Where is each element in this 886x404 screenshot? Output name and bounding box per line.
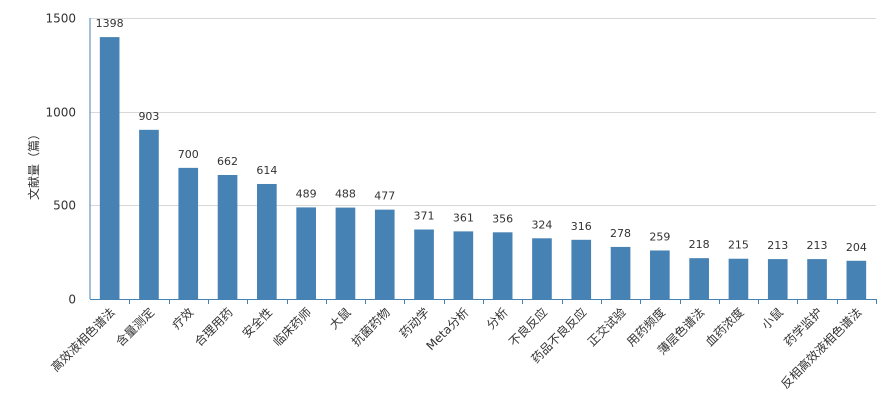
data-label: 215 [728, 239, 749, 252]
bar [296, 207, 316, 299]
data-label: 324 [531, 218, 552, 231]
category-label: 含量测定 [113, 305, 158, 350]
category-label: 血药浓度 [702, 305, 747, 350]
bar [414, 229, 434, 299]
bar [99, 37, 120, 299]
bar [492, 232, 513, 299]
data-label: 614 [256, 164, 277, 177]
bar [217, 174, 238, 299]
data-label: 278 [610, 227, 631, 240]
bar [846, 260, 867, 299]
bar [257, 183, 277, 299]
category-label: 正交试验 [584, 305, 629, 350]
category-label: 抗菌药物 [348, 305, 393, 350]
bar [610, 246, 631, 299]
category-label: 疗效 [169, 305, 197, 333]
data-label: 213 [767, 239, 788, 252]
bar [807, 259, 827, 299]
category-label: 安全性 [239, 305, 275, 341]
bar [178, 167, 199, 299]
bar [767, 259, 788, 299]
bar [374, 209, 395, 299]
bar [453, 231, 474, 299]
data-label: 371 [414, 209, 435, 222]
bars [99, 37, 867, 299]
y-tick-label: 1500 [45, 12, 76, 26]
bar [532, 238, 552, 299]
data-label: 361 [453, 211, 474, 224]
bar [571, 239, 592, 299]
bar [650, 250, 670, 299]
category-label: 分析 [484, 305, 511, 332]
category-labels: 高效液相色谱法含量测定 疗效合理用药 安全性临床药师 大鼠抗菌药物 药动学Meta分析分… [48, 305, 865, 392]
bar [139, 129, 159, 299]
data-labels: 1398 903 700 662 614 489 488 477 371 361 356 324 316… [96, 17, 867, 254]
data-label: 903 [138, 110, 159, 123]
bar [689, 258, 709, 299]
category-label: 小鼠 [759, 305, 786, 332]
category-label: Meta分析 [424, 305, 472, 353]
bar [728, 258, 749, 299]
data-label: 1398 [96, 17, 124, 30]
data-label: 700 [178, 148, 199, 161]
category-label: 药动学 [396, 305, 432, 341]
category-label: 高效液相色谱法 [48, 305, 118, 375]
y-tick-label: 500 [53, 199, 76, 213]
data-label: 259 [649, 230, 670, 243]
y-tick-label: 1000 [45, 106, 76, 120]
bar [335, 207, 356, 299]
category-label: 临床药师 [270, 305, 314, 349]
data-label: 218 [689, 238, 710, 251]
data-label: 477 [374, 190, 395, 203]
category-label: 大鼠 [327, 305, 354, 332]
data-label: 489 [296, 187, 317, 200]
data-label: 204 [846, 241, 867, 254]
data-label: 213 [807, 239, 828, 252]
data-label: 662 [217, 155, 238, 168]
x-axis-ticks [129, 299, 877, 304]
data-label: 488 [335, 188, 356, 201]
y-axis-ticks: 0 500 1000 1500 [45, 12, 76, 307]
category-label: 合理用药 [191, 305, 236, 350]
data-label: 316 [571, 220, 592, 233]
gridlines [90, 18, 876, 206]
y-axis-title: 文献量（篇） [26, 128, 41, 200]
data-label: 356 [492, 212, 513, 225]
y-tick-label: 0 [68, 293, 76, 307]
